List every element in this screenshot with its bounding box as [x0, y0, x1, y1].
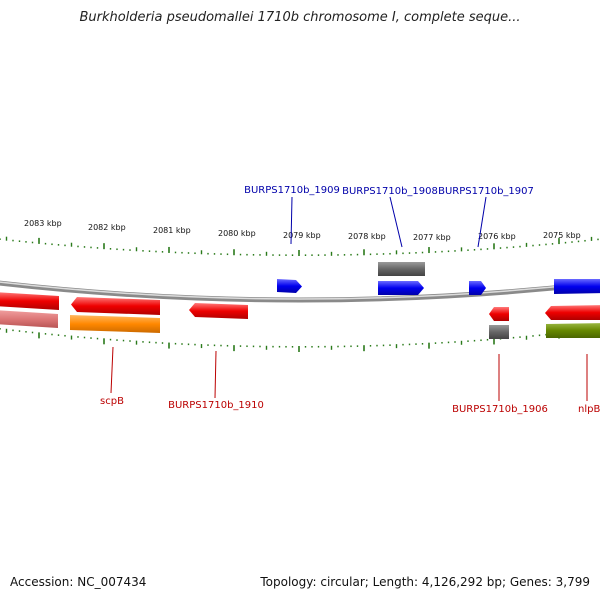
gene-forward-1907[interactable] — [469, 281, 486, 295]
leader-line — [389, 196, 403, 248]
gene-label-top[interactable]: BURPS1710b_1908 — [342, 186, 438, 197]
gene-reverse-left[interactable] — [0, 292, 59, 310]
gene-reverse-scpB[interactable] — [71, 297, 160, 315]
backbone-highlight — [0, 281, 600, 300]
gene-forward-1909[interactable] — [277, 279, 302, 293]
gene-forward-right[interactable] — [554, 279, 600, 294]
gene-reverse-1906[interactable] — [489, 307, 509, 321]
backbone-track — [0, 280, 600, 303]
feature-gray-bottom[interactable] — [489, 325, 509, 339]
scale-label: 2083 kbp — [24, 219, 62, 228]
scale-ticks-top — [0, 236, 599, 256]
leader-line — [214, 350, 217, 399]
scale-label: 2078 kbp — [348, 232, 386, 241]
gene-label-bottom[interactable]: BURPS1710b_1910 — [168, 400, 264, 411]
scale-label: 2075 kbp — [543, 231, 581, 240]
gene-label-top[interactable]: BURPS1710b_1907 — [438, 186, 534, 197]
leader-line — [477, 196, 487, 248]
map-title: Burkholderia pseudomallei 1710b chromoso… — [79, 10, 521, 25]
gene-label-bottom[interactable]: scpB — [100, 396, 124, 407]
scale-label: 2080 kbp — [218, 229, 256, 238]
leader-line — [110, 346, 114, 394]
feature-olive-right[interactable] — [546, 323, 600, 338]
gene-label-bottom[interactable]: BURPS1710b_1906 — [452, 404, 548, 415]
gene-label-top[interactable]: BURPS1710b_1909 — [244, 185, 340, 196]
leader-line — [290, 196, 293, 245]
topology-text: Topology: circular; Length: 4,126,292 bp… — [260, 575, 590, 589]
scale-label: 2076 kbp — [478, 232, 516, 241]
accession-text: Accession: NC_007434 — [10, 575, 147, 589]
scale-label: 2082 kbp — [88, 223, 126, 232]
gene-forward-1908[interactable] — [378, 281, 424, 295]
gene-reverse-nlpB[interactable] — [545, 305, 600, 320]
feature-pink-left[interactable] — [0, 310, 58, 328]
scale-label: 2081 kbp — [153, 226, 191, 235]
scale-label: 2077 kbp — [413, 233, 451, 242]
scale-labels: 2083 kbp 2082 kbp 2081 kbp 2080 kbp 2079… — [24, 219, 581, 242]
scale-label: 2079 kbp — [283, 231, 321, 240]
gene-label-bottom[interactable]: nlpB — [578, 404, 600, 415]
feature-orange-scpB[interactable] — [70, 315, 160, 333]
feature-gray-top[interactable] — [378, 262, 425, 276]
gene-reverse-1910[interactable] — [189, 303, 248, 319]
